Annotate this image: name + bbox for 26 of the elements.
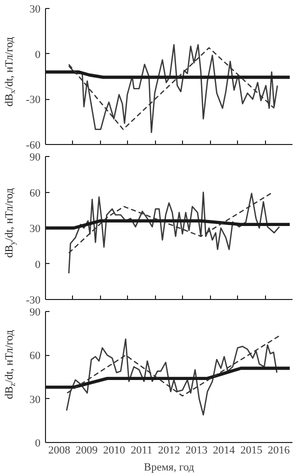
y-tick-label: 30 [30, 4, 41, 16]
x-tick-label: 2008 [48, 444, 71, 456]
x-tick-label: 2014 [212, 444, 236, 456]
y-tick-label: 0 [35, 48, 41, 61]
x-tick-label: 2012 [158, 444, 180, 456]
y-tick-label: 0 [35, 438, 41, 450]
y-tick-label: -30 [26, 94, 41, 106]
y-axis-title: dBz/dt, нТл/год [4, 330, 17, 400]
x-tick-label: 2016 [268, 444, 290, 456]
x-axis-title: Время, год [144, 462, 195, 474]
x-tick-label: 2011 [130, 444, 152, 456]
x-tick-label: 2010 [103, 444, 126, 456]
y-tick-label: -30 [26, 294, 41, 306]
y-axis-title: dBy/dt, нТл/год [4, 188, 17, 258]
y-axis-title: dBx/dt, нТл/год [4, 36, 17, 107]
x-tick-label: 2015 [240, 444, 263, 456]
y-tick-label: 60 [30, 350, 41, 362]
x-tick-label: 2009 [76, 444, 98, 456]
y-tick-label: 90 [30, 306, 41, 318]
y-tick-label: 60 [30, 187, 41, 200]
y-tick-label: 90 [30, 152, 41, 164]
y-tick-label: -60 [26, 140, 41, 152]
y-tick-label: 30 [30, 394, 41, 406]
x-tick-label: 2013 [185, 444, 208, 456]
y-tick-label: 30 [30, 223, 41, 235]
y-tick-label: 0 [35, 258, 41, 271]
